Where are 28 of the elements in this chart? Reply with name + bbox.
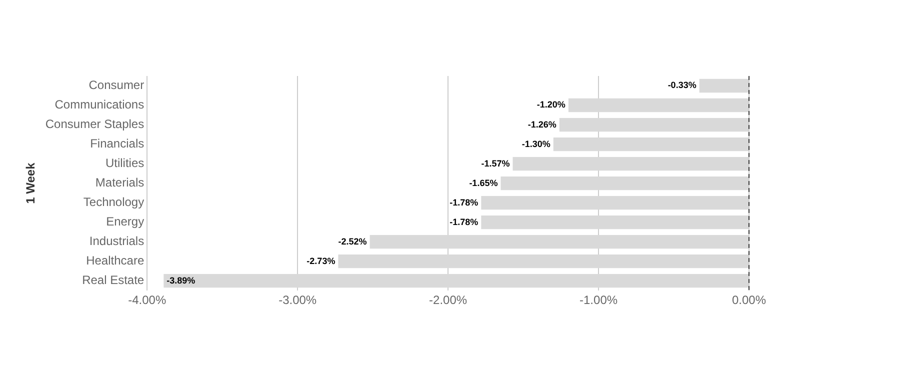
y-tick-label: Healthcare [86,254,144,268]
y-tick-label: Financials [90,136,144,151]
y-tick-label: Communications [54,98,144,112]
data-label: -1.65% [469,178,498,188]
data-label: -1.78% [450,216,478,227]
y-tick-label: Materials [95,176,144,190]
y-tick-label: Industrials [89,234,144,248]
data-label: -1.57% [481,158,510,168]
y-tick-label: Consumer Staples [45,117,144,132]
x-tick-label: -2.00% [429,293,468,308]
x-tick-label: 0.00% [732,293,766,308]
data-label: -2.52% [338,236,367,246]
x-tick-label: -4.00% [128,293,166,308]
x-tick-label: -3.00% [278,293,317,308]
x-tick-label: -1.00% [580,293,618,308]
y-axis-title: 1 Week [24,162,38,204]
y-tick-label: Real Estate [82,273,144,288]
data-label: -1.78% [450,197,478,208]
data-label: -3.89% [166,275,196,286]
data-label: -1.20% [536,100,566,110]
data-label: -2.73% [306,256,336,266]
y-tick-label: Energy [106,214,144,229]
y-tick-label: Consumer [88,78,144,92]
data-label: -1.30% [522,138,550,149]
data-label: -0.33% [668,80,696,90]
y-tick-label: Technology [83,195,144,210]
y-tick-label: Utilities [105,156,144,170]
data-label: -1.26% [528,119,556,130]
